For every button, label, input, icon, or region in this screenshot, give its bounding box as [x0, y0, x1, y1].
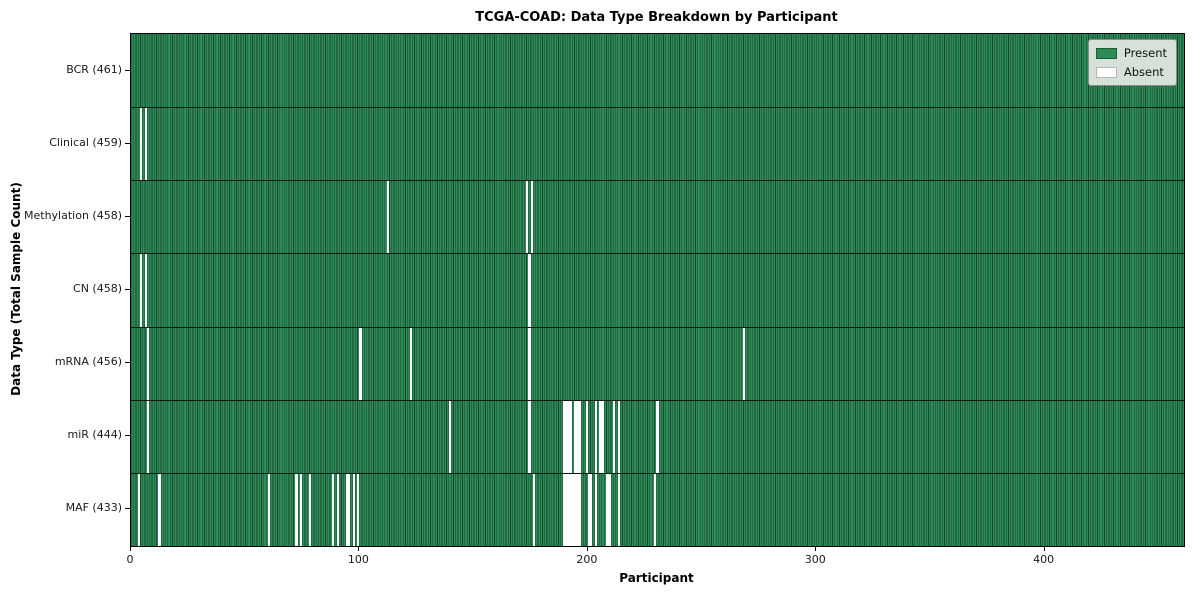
absent-mark-mRNA-122	[409, 326, 412, 400]
absent-mark-miR-196	[578, 399, 581, 473]
absent-mark-mRNA-7	[146, 326, 150, 400]
ytick-mark	[125, 215, 130, 217]
absent-mark-CN-6	[144, 253, 147, 327]
row-divider	[131, 399, 1184, 401]
ytick-label-BCR: BCR (461)	[66, 62, 122, 76]
legend-present-label: Present	[1123, 46, 1167, 60]
absent-mark-MAF-190	[564, 472, 568, 546]
legend-item-absent: Absent	[1095, 65, 1167, 79]
xtick-mark-200	[586, 546, 588, 551]
absent-mark-mRNA-268	[743, 326, 746, 400]
absent-mark-MAF-194	[574, 472, 577, 546]
absent-mark-MAF-12	[158, 472, 161, 546]
absent-mark-Clinical-6	[144, 107, 147, 181]
legend-absent-label: Absent	[1123, 65, 1164, 79]
absent-mark-miR-205	[599, 399, 602, 473]
ytick-mark	[125, 142, 130, 144]
ytick-label-miR: miR (444)	[67, 428, 123, 442]
row-divider	[131, 472, 1184, 474]
absent-mark-miR-213	[617, 399, 620, 473]
absent-mark-Methylation-175	[530, 180, 533, 254]
ytick-label-CN: CN (458)	[73, 282, 122, 295]
absent-mark-MAF-208	[606, 472, 609, 546]
ytick-label-Clinical: Clinical (459)	[49, 135, 122, 149]
absent-mark-MAF-60	[268, 472, 271, 546]
absent-mark-Methylation-173	[526, 180, 529, 254]
absent-mark-CN-174	[528, 253, 531, 327]
absent-mark-miR-7	[146, 399, 150, 473]
absent-mark-miR-230	[656, 399, 659, 473]
xtick-mark-100	[358, 546, 360, 551]
absent-mark-MAF-191	[567, 472, 570, 546]
absent-mark-MAF-203	[594, 472, 597, 546]
ytick-mark	[125, 69, 130, 71]
row-divider	[131, 326, 1184, 328]
absent-mark-miR-190	[564, 399, 568, 473]
absent-mark-MAF-201	[590, 472, 593, 546]
ytick-mark	[125, 508, 130, 510]
absent-mark-MAF-200	[587, 472, 591, 546]
absent-mark-miR-192	[569, 399, 572, 473]
absent-mark-miR-203	[594, 399, 597, 473]
xtick-label-0: 0	[126, 553, 134, 566]
absent-mark-MAF-78	[309, 472, 312, 546]
present-swatch-icon	[1095, 47, 1117, 59]
ytick-mark	[125, 289, 130, 290]
absent-mark-MAF-99	[357, 472, 360, 546]
absent-mark-MAF-189	[562, 472, 565, 546]
absent-mark-miR-174	[528, 399, 531, 473]
ytick-label-Methylation: Methylation (458)	[24, 208, 122, 222]
absent-mark-mRNA-174	[528, 326, 531, 400]
xtick-mark-400	[1043, 546, 1045, 551]
absent-mark-miR-191	[567, 399, 570, 473]
absent-mark-MAF-193	[571, 472, 575, 546]
xtick-label-300: 300	[804, 553, 826, 566]
absent-mark-MAF-196	[578, 472, 581, 546]
absent-mark-miR-199	[585, 399, 588, 473]
absent-mark-MAF-192	[569, 472, 572, 546]
absent-mark-miR-195	[576, 399, 579, 473]
absent-mark-MAF-213	[617, 472, 620, 546]
chart-title: TCGA-COAD: Data Type Breakdown by Partic…	[475, 10, 838, 25]
ytick-label-mRNA: mRNA (456)	[54, 355, 122, 369]
xtick-label-400: 400	[1033, 553, 1055, 566]
absent-mark-miR-206	[601, 399, 604, 473]
absent-mark-MAF-3	[137, 472, 141, 546]
absent-mark-miR-211	[612, 399, 616, 473]
absent-mark-mRNA-100	[359, 326, 362, 400]
absent-mark-MAF-94	[345, 472, 348, 546]
absent-mark-Clinical-4	[140, 107, 143, 181]
row-divider	[131, 253, 1184, 255]
x-axis-label: Participant	[619, 571, 694, 585]
row-divider	[131, 180, 1184, 182]
absent-mark-miR-194	[574, 399, 577, 473]
absent-mark-Methylation-112	[386, 180, 390, 254]
ytick-mark	[125, 435, 130, 437]
xtick-mark-0	[130, 546, 131, 551]
ytick-mark	[125, 362, 130, 364]
absent-mark-MAF-95	[348, 472, 351, 546]
absent-mark-MAF-176	[533, 472, 536, 546]
xtick-mark-300	[815, 546, 817, 551]
absent-mark-miR-189	[562, 399, 565, 473]
absent-mark-MAF-72	[295, 472, 298, 546]
xtick-label-100: 100	[347, 553, 369, 566]
absent-mark-MAF-229	[654, 472, 657, 546]
absent-mark-MAF-97	[352, 472, 355, 546]
absent-mark-CN-4	[140, 253, 143, 327]
absent-mark-MAF-209	[608, 472, 611, 546]
plot-area: Present Absent	[130, 33, 1185, 547]
legend: Present Absent	[1087, 39, 1177, 86]
absent-mark-miR-139	[448, 399, 451, 473]
legend-item-present: Present	[1095, 46, 1167, 60]
ytick-label-MAF: MAF (433)	[65, 501, 122, 515]
absent-mark-MAF-90	[336, 472, 339, 546]
absent-swatch-icon	[1095, 66, 1117, 78]
absent-mark-MAF-195	[576, 472, 579, 546]
absent-mark-MAF-88	[332, 472, 335, 546]
row-divider	[131, 107, 1184, 109]
xtick-label-200: 200	[576, 553, 598, 566]
absent-mark-MAF-74	[300, 472, 303, 546]
